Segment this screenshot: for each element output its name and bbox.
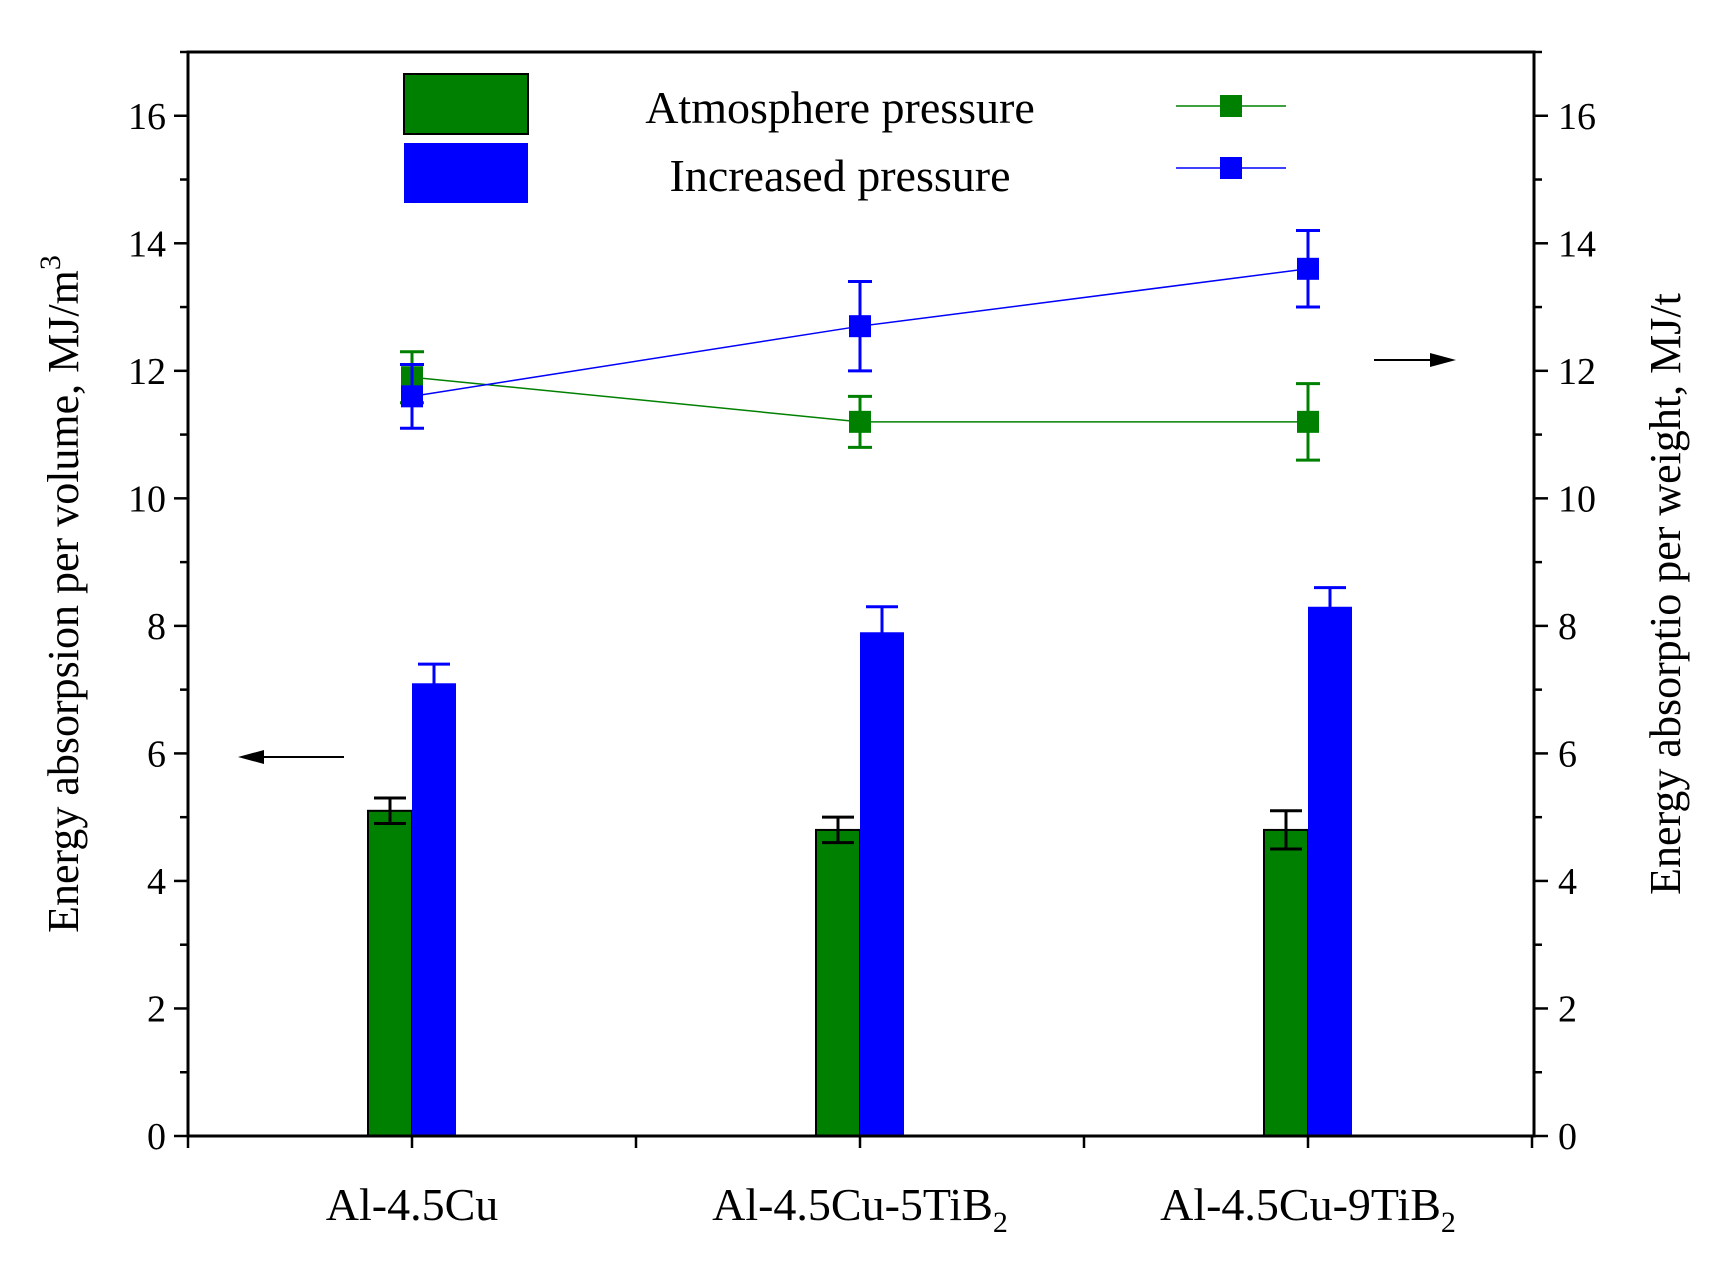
right-tick-label: 6 bbox=[1558, 733, 1577, 775]
x-axis-ticks bbox=[186, 1136, 1534, 1148]
legend-marker-increased bbox=[1220, 157, 1242, 179]
axis-indicator-arrows bbox=[238, 353, 1456, 764]
left-axis-title-superscript: 3 bbox=[34, 255, 67, 270]
right-tick-label: 8 bbox=[1558, 606, 1577, 648]
bar-increased bbox=[412, 683, 456, 1136]
right-axis-title: Energy absorptio per weight, MJ/t bbox=[1641, 293, 1690, 895]
left-tick-label: 14 bbox=[128, 223, 166, 265]
right-axis-ticks: 0 2 4 6 8 10 12 14 16 bbox=[1534, 50, 1596, 1158]
left-tick-label: 16 bbox=[128, 96, 166, 138]
left-tick-label: 6 bbox=[147, 733, 166, 775]
right-tick-label: 4 bbox=[1558, 861, 1577, 903]
right-tick-label: 10 bbox=[1558, 478, 1596, 520]
legend-swatch-atmosphere bbox=[403, 73, 529, 135]
bar-atmosphere bbox=[1263, 828, 1309, 1137]
category-label: Al-4.5Cu-9TiB2 bbox=[1160, 1179, 1456, 1239]
right-tick-label: 2 bbox=[1558, 988, 1577, 1030]
left-axis-ticks: 0 2 4 6 8 10 12 14 16 bbox=[128, 50, 188, 1158]
legend-label-atmosphere: Atmosphere pressure bbox=[645, 82, 1035, 133]
left-axis-title: Energy absorpsion per volume, MJ/m3 bbox=[34, 255, 88, 933]
legend-label-increased: Increased pressure bbox=[670, 150, 1011, 201]
left-tick-label: 10 bbox=[128, 478, 166, 520]
right-axis-arrow-head bbox=[1430, 353, 1456, 367]
line-marker-increased bbox=[849, 315, 871, 338]
legend-swatch-increased bbox=[404, 143, 528, 203]
line-marker-atmosphere bbox=[849, 410, 871, 433]
bar-atmosphere bbox=[815, 828, 861, 1137]
left-tick-label: 12 bbox=[128, 351, 166, 393]
line-marker-increased bbox=[1297, 257, 1319, 280]
left-tick-label: 0 bbox=[147, 1116, 166, 1158]
category-label: Al-4.5Cu-5TiB2 bbox=[712, 1179, 1008, 1239]
plot-frame bbox=[186, 50, 1536, 1138]
bar-increased bbox=[1308, 606, 1352, 1136]
line-marker-increased bbox=[401, 385, 423, 408]
category-label: Al-4.5Cu bbox=[326, 1179, 499, 1230]
bar-increased bbox=[860, 632, 904, 1136]
bars bbox=[367, 586, 1352, 1137]
left-tick-label: 2 bbox=[147, 988, 166, 1030]
category-labels: Al-4.5Cu Al-4.5Cu-5TiB2 Al-4.5Cu-9TiB2 bbox=[326, 1179, 1456, 1239]
left-tick-label: 4 bbox=[147, 861, 166, 903]
line-series bbox=[400, 229, 1320, 462]
left-tick-label: 8 bbox=[147, 606, 166, 648]
left-axis-title-text: Energy absorpsion per volume, MJ/m bbox=[39, 270, 88, 933]
line-marker-atmosphere bbox=[1297, 410, 1319, 433]
right-tick-label: 16 bbox=[1558, 96, 1596, 138]
right-tick-label: 14 bbox=[1558, 223, 1596, 265]
right-tick-label: 12 bbox=[1558, 351, 1596, 393]
right-tick-label: 0 bbox=[1558, 1116, 1577, 1158]
legend: Atmosphere pressure Increased pressure bbox=[403, 73, 1286, 203]
left-axis-arrow-head bbox=[238, 750, 264, 764]
legend-marker-atmosphere bbox=[1220, 95, 1242, 117]
bar-atmosphere bbox=[367, 809, 413, 1137]
